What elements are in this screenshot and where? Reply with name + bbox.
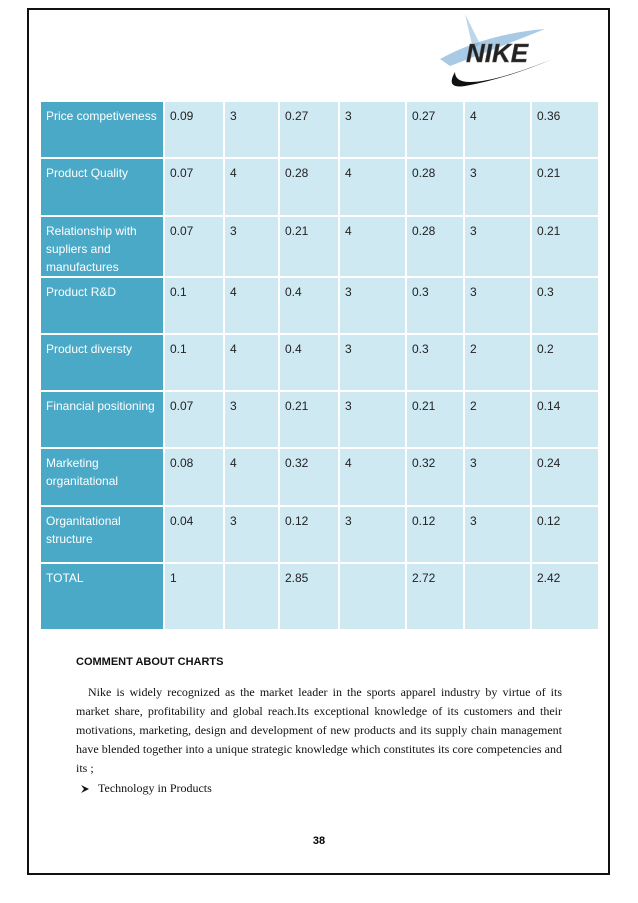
table-cell: 3 [223,390,280,450]
table-cell [338,562,407,632]
table-cell: 4 [338,214,407,278]
table-cell: 3 [338,99,407,160]
table-cell: 2 [463,332,532,393]
table-row: Product diversty 0.1 4 0.4 3 0.3 2 0.2 [39,332,600,393]
table-cell: 2.85 [278,562,340,632]
table-cell: 0.32 [278,447,340,507]
row-header-cell: Price competiveness [39,99,165,160]
table-cell: 4 [223,332,280,393]
table-cell [223,562,280,632]
table-row: Price competiveness 0.09 3 0.27 3 0.27 4 0.36 [39,99,600,160]
table-cell: 0.24 [530,447,600,507]
row-header-cell: Relationship with supliers and manufactu… [39,214,165,278]
nike-logo: NIKE [440,14,553,87]
table-cell: 0.4 [278,332,340,393]
table-cell: 0.3 [530,275,600,335]
table-cell: 0.28 [405,214,465,278]
row-header-cell: Financial positioning [39,390,165,450]
logo-swoosh [451,59,553,87]
row-header-cell: Product Quality [39,157,165,217]
table-cell: 0.3 [405,332,465,393]
table-cell: 4 [223,447,280,507]
table-cell: 3 [463,275,532,335]
table-cell: 0.12 [278,504,340,565]
table-cell: 0.28 [278,157,340,217]
bullet-text: Technology in Products [98,781,212,795]
table-row: Organitational structure 0.04 3 0.12 3 0.12 3 0… [39,504,600,565]
table-cell: 0.21 [278,214,340,278]
table-cell: 0.09 [163,99,225,160]
row-header-cell: TOTAL [39,562,165,632]
table-cell: 3 [338,504,407,565]
table-cell: 4 [463,99,532,160]
page-number: 38 [312,835,326,847]
table-cell: 3 [223,504,280,565]
table-cell [463,562,532,632]
arrow-shape [81,784,89,793]
table-cell: 3 [338,390,407,450]
logo-splash [440,29,545,66]
paragraph: Nike is widely recognized as the market … [76,685,562,775]
table-cell: 0.32 [405,447,465,507]
evaluation-table: Price competiveness 0.09 3 0.27 3 0.27 4 0.36 Pr… [39,99,600,632]
table-row: Marketing organitational 0.08 4 0.32 4 0.32 3 0… [39,447,600,507]
table-cell: 3 [463,157,532,217]
table-cell: 0.1 [163,332,225,393]
table-cell: 0.04 [163,504,225,565]
table-row: Product Quality 0.07 4 0.28 4 0.28 3 0.21 [39,157,600,217]
table-cell: 0.36 [530,99,600,160]
table-cell: 2.72 [405,562,465,632]
row-header-cell: Product diversty [39,332,165,393]
table-cell: 3 [223,214,280,278]
table-cell: 0.21 [530,214,600,278]
table-row: Product R&D 0.1 4 0.4 3 0.3 3 0.3 [39,275,600,335]
table-cell: 0.28 [405,157,465,217]
table-cell: 0.1 [163,275,225,335]
table-cell: 3 [463,447,532,507]
table-cell: 2 [463,390,532,450]
table-cell: 3 [338,275,407,335]
table-cell: 3 [463,504,532,565]
table-cell: 0.21 [405,390,465,450]
table-cell: 0.07 [163,157,225,217]
table-cell: 0.14 [530,390,600,450]
table-cell: 4 [223,275,280,335]
table-cell: 3 [338,332,407,393]
table-row: Financial positioning 0.07 3 0.21 3 0.21 2 0.14 [39,390,600,450]
table-row: Relationship with supliers and manufactu… [39,214,600,278]
page-frame [27,8,610,875]
bullet-arrow [81,784,89,793]
bullet-item: Technology in Products [80,781,212,796]
table-cell: 3 [463,214,532,278]
table-row: TOTAL 1 2.85 2.72 2.42 [39,562,600,632]
table-cell: 0.07 [163,390,225,450]
table-cell: 4 [223,157,280,217]
table-cell: 1 [163,562,225,632]
row-header-cell: Marketing organitational [39,447,165,507]
table-cell: 3 [223,99,280,160]
table-cell: 0.3 [405,275,465,335]
table-cell: 0.21 [278,390,340,450]
bullet-list: Technology in Products [80,781,212,796]
table-cell: 4 [338,157,407,217]
section-heading: COMMENT ABOUT CHARTS [76,656,224,668]
table-cell: 0.27 [278,99,340,160]
table-cell: 0.07 [163,214,225,278]
logo-splash [465,14,480,49]
table-cell: 0.4 [278,275,340,335]
row-header-cell: Product R&D [39,275,165,335]
table-cell: 0.08 [163,447,225,507]
table-cell: 0.27 [405,99,465,160]
table-cell: 0.21 [530,157,600,217]
table-cell: 0.12 [530,504,600,565]
logo-text: NIKE [466,38,529,68]
table-cell: 4 [338,447,407,507]
table-cell: 0.12 [405,504,465,565]
table-cell: 0.2 [530,332,600,393]
row-header-cell: Organitational structure [39,504,165,565]
table-cell: 2.42 [530,562,600,632]
